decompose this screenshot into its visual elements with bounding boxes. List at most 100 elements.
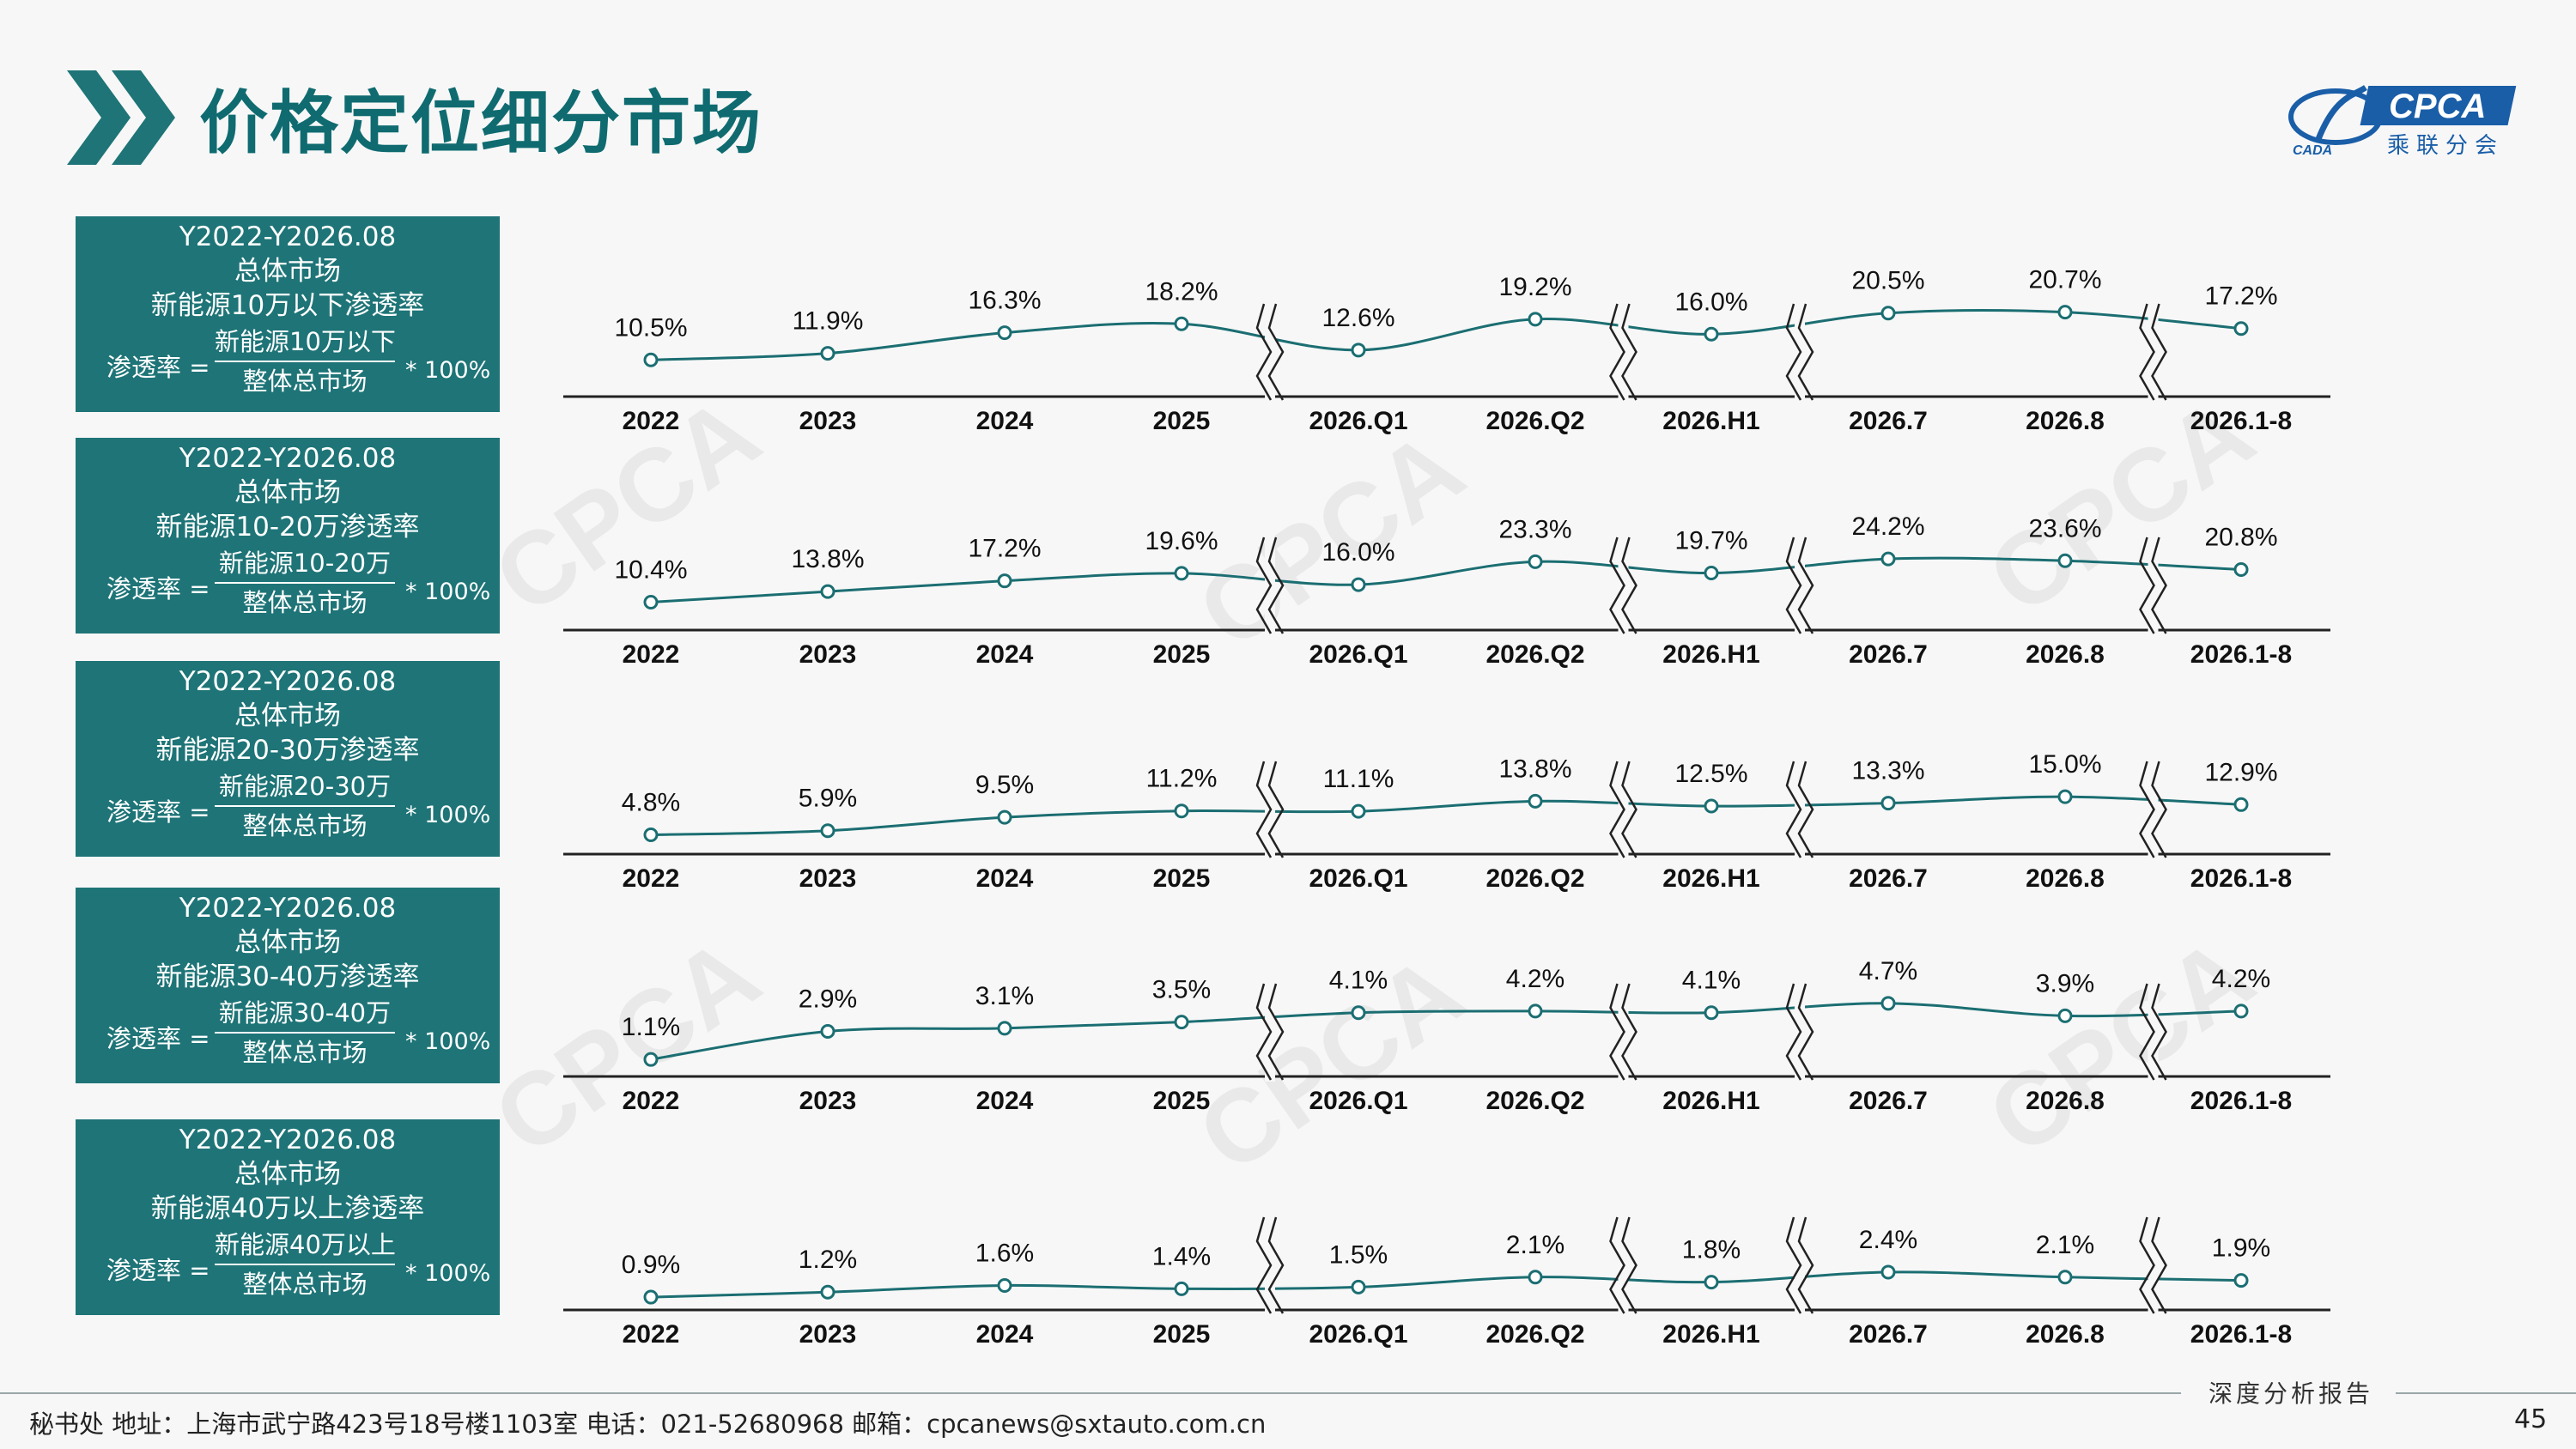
data-label: 11.1% (1323, 765, 1394, 793)
logo-name: CPCA (2389, 88, 2486, 125)
data-label: 12.6% (1321, 304, 1394, 332)
denominator: 整体总市场 (242, 588, 368, 617)
panel-period: Y2022-Y2026.08 (179, 221, 397, 252)
rate-formula: 渗透率 = 新能源40万以上 整体总市场 * 100% (76, 1228, 500, 1310)
denominator: 整体总市场 (242, 1270, 368, 1299)
data-label: 17.2% (2204, 282, 2277, 311)
data-point (2057, 553, 2073, 568)
data-label: 10.5% (614, 313, 687, 342)
rate-formula: 渗透率 = 新能源30-40万 整体总市场 * 100% (76, 996, 500, 1078)
data-point (997, 1277, 1012, 1293)
axis-break-mark (1255, 1214, 1285, 1315)
x-tick-label: 2026.Q2 (1485, 407, 1584, 435)
data-label: 24.2% (1851, 512, 1924, 541)
data-point (1704, 1005, 1719, 1021)
x-tick-label: 2023 (799, 864, 857, 893)
data-label: 18.2% (1145, 277, 1218, 306)
x-tick-label: 2023 (799, 1087, 857, 1115)
x-tick-label: 2026.7 (1849, 1087, 1928, 1115)
data-point (2233, 1273, 2249, 1288)
data-point (1880, 1264, 1896, 1280)
series-line (650, 556, 2242, 604)
panel-market: 总体市场 (234, 1159, 341, 1190)
denominator: 整体总市场 (242, 367, 368, 396)
data-point (997, 809, 1012, 825)
data-label: 0.9% (622, 1251, 680, 1279)
panel-period: Y2022-Y2026.08 (179, 893, 397, 924)
x-tick-label: 2026.7 (1849, 864, 1928, 893)
numerator: 新能源40万以上 (215, 1228, 396, 1265)
x-tick-label: 2023 (799, 407, 857, 435)
logo-left-text: CADA (2293, 143, 2332, 158)
x-tick-label: 2026.1-8 (2190, 864, 2292, 893)
data-label: 16.0% (1674, 288, 1747, 316)
data-point (820, 346, 835, 361)
data-point (1174, 566, 1189, 581)
denominator: 整体总市场 (242, 811, 368, 840)
data-label: 4.8% (622, 789, 680, 817)
axis-break-mark (1609, 300, 1637, 402)
x-tick-label: 2026.Q1 (1309, 864, 1407, 893)
data-label: 3.1% (975, 982, 1034, 1010)
series-line (650, 795, 2242, 837)
axis-break-mark (2139, 300, 2167, 402)
data-label: 23.6% (2028, 514, 2101, 543)
axis-break-mark (1255, 534, 1285, 635)
data-point (2057, 305, 2073, 320)
page-number: 45 (2514, 1404, 2548, 1434)
axis-break-mark (2139, 1214, 2167, 1315)
data-point (1528, 312, 1543, 327)
multiplier: * 100% (405, 357, 491, 384)
data-point (1351, 343, 1366, 358)
axis-break-mark (2139, 758, 2167, 859)
panel-label-2: Y2022-Y2026.08 总体市场 新能源10-20万渗透率 渗透率 = 新… (76, 438, 500, 634)
x-tick-label: 2022 (623, 864, 680, 893)
title-bar: 价格定位细分市场 (67, 70, 762, 165)
data-label: 19.7% (1674, 527, 1747, 555)
multiplier: * 100% (405, 579, 491, 605)
data-point (643, 595, 659, 610)
double-chevron-icon (67, 70, 175, 165)
axis-break-mark (1609, 534, 1637, 635)
x-tick-label: 2026.7 (1849, 640, 1928, 669)
data-label: 15.0% (2028, 750, 2101, 779)
x-tick-label: 2026.Q2 (1485, 1087, 1584, 1115)
x-tick-label: 2026.H1 (1662, 407, 1759, 435)
panel-market: 总体市场 (234, 256, 341, 287)
cpca-logo: CADA CPCA 乘联分会 (2288, 85, 2517, 158)
series-line (650, 1270, 2242, 1299)
data-label: 10.4% (614, 556, 687, 585)
x-tick-label: 2025 (1153, 640, 1211, 669)
numerator: 新能源20-30万 (215, 769, 395, 807)
x-tick-label: 2026.Q1 (1309, 1320, 1407, 1349)
data-point (1174, 316, 1189, 331)
data-point (997, 1021, 1012, 1036)
data-label: 4.2% (1506, 965, 1564, 993)
x-tick-label: 2026.1-8 (2190, 1087, 2292, 1115)
data-label: 2.1% (2036, 1231, 2094, 1259)
x-tick-label: 2024 (976, 1320, 1034, 1349)
panel-series-title: 新能源40万以上渗透率 (150, 1193, 425, 1224)
x-tick-label: 2026.1-8 (2190, 407, 2292, 435)
data-label: 13.8% (1498, 755, 1571, 783)
data-point (820, 1284, 835, 1300)
data-point (1351, 803, 1366, 819)
data-point (2233, 321, 2249, 336)
data-label: 2.4% (1859, 1226, 1917, 1254)
data-label: 11.9% (793, 307, 864, 336)
data-label: 1.6% (975, 1239, 1034, 1267)
panel-period: Y2022-Y2026.08 (179, 1125, 397, 1155)
data-label: 4.1% (1329, 967, 1388, 995)
data-point (1880, 796, 1896, 811)
data-point (2057, 789, 2073, 804)
data-label: 17.2% (968, 535, 1041, 563)
numerator: 新能源10-20万 (215, 546, 395, 584)
data-label: 9.5% (975, 771, 1034, 799)
axis-break-mark (1785, 300, 1814, 402)
rate-label: 渗透率 = (106, 353, 210, 382)
panel-label-1: Y2022-Y2026.08 总体市场 新能源10万以下渗透率 渗透率 = 新能… (76, 216, 500, 412)
data-point (643, 1052, 659, 1067)
x-tick-label: 2022 (623, 1087, 680, 1115)
data-label: 3.9% (2036, 969, 2094, 997)
panel-label-3: Y2022-Y2026.08 总体市场 新能源20-30万渗透率 渗透率 = 新… (76, 661, 500, 857)
